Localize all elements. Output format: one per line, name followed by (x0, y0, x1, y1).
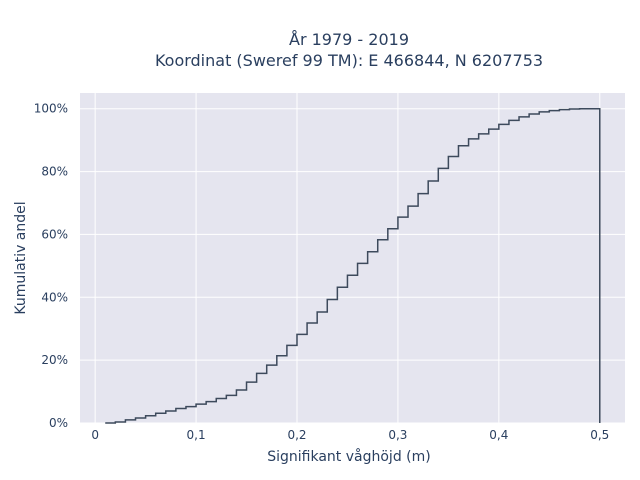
x-tick-label: 0,2 (287, 428, 306, 442)
y-tick-label: 60% (41, 227, 68, 241)
x-tick-labels: 0 0,1 0,2 0,3 0,4 0,5 (91, 428, 609, 442)
y-tick-label: 20% (41, 353, 68, 367)
y-tick-labels: 0% 20% 40% 60% 80% 100% (34, 102, 68, 430)
chart-title-line-2: Koordinat (Sweref 99 TM): E 466844, N 62… (155, 51, 543, 70)
x-axis-title: Signifikant våghöjd (m) (267, 448, 430, 465)
x-tick-label: 0,5 (590, 428, 609, 442)
cdf-step-line (105, 107, 601, 424)
y-axis-title: Kumulativ andel (13, 201, 29, 314)
y-tick-label: 100% (34, 102, 68, 116)
chart-title-line-1: År 1979 - 2019 (289, 30, 409, 49)
y-tick-label: 80% (41, 165, 68, 179)
x-tick-label: 0,3 (388, 428, 407, 442)
plot-area (80, 93, 625, 423)
y-tick-label: 0% (49, 416, 68, 430)
y-tick-label: 40% (41, 290, 68, 304)
grid-lines (80, 93, 625, 424)
x-tick-label: 0,1 (187, 428, 206, 442)
x-tick-label: 0,4 (489, 428, 508, 442)
x-tick-label: 0 (91, 428, 99, 442)
series-layer (105, 107, 601, 424)
